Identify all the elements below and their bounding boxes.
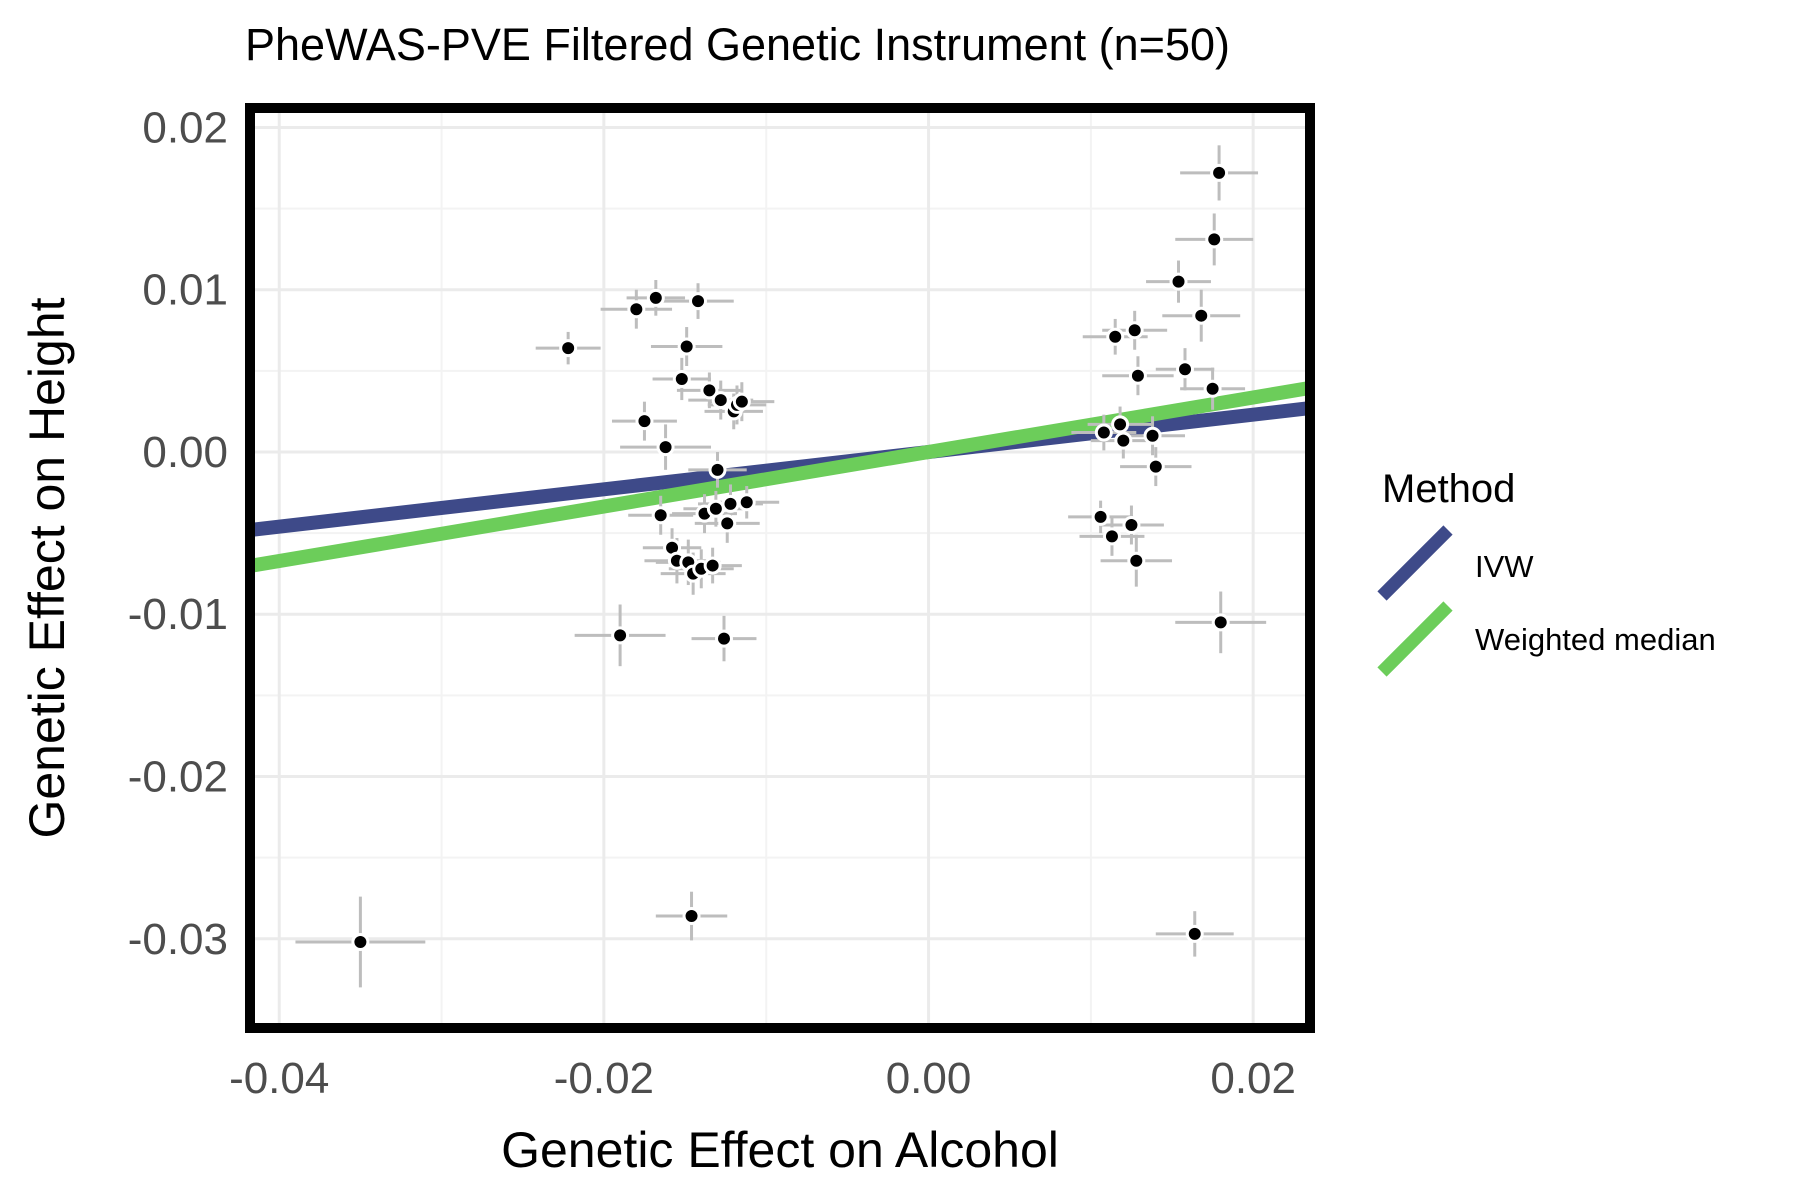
y-axis-title: Genetic Effect on Height — [19, 297, 75, 838]
legend-label-weighted-median: Weighted median — [1475, 622, 1716, 657]
data-point — [677, 337, 696, 356]
legend-label-ivw: IVW — [1475, 549, 1534, 584]
data-point — [682, 907, 701, 926]
x-tick-label: -0.04 — [229, 1054, 329, 1103]
legend-title: Method — [1382, 467, 1515, 511]
x-axis-ticks: -0.04 -0.02 0.00 0.02 — [229, 1054, 1296, 1103]
data-point — [721, 494, 740, 513]
data-point — [1128, 366, 1147, 385]
y-tick-label: -0.02 — [128, 753, 228, 802]
data-point — [1125, 321, 1144, 340]
data-point — [1111, 415, 1130, 434]
data-point — [1185, 924, 1204, 943]
data-points — [295, 145, 1267, 988]
data-point — [1192, 306, 1211, 325]
data-point — [1210, 163, 1229, 182]
data-point — [635, 412, 654, 431]
x-axis-title: Genetic Effect on Alcohol — [501, 1122, 1059, 1178]
data-point — [1106, 327, 1125, 346]
data-point — [700, 381, 719, 400]
legend-key-ivw — [1377, 525, 1453, 601]
ivw-line — [250, 401, 1310, 537]
y-tick-label: 0.01 — [142, 266, 228, 315]
plot-panel-border — [245, 103, 1315, 1033]
data-point — [1094, 423, 1113, 442]
data-point — [737, 493, 756, 512]
regression-lines — [250, 381, 1310, 573]
data-point — [1211, 613, 1230, 632]
data-point — [646, 288, 665, 307]
data-point — [703, 556, 722, 575]
data-point — [714, 629, 733, 648]
data-point — [1176, 360, 1195, 379]
data-point — [1091, 507, 1110, 526]
data-point — [718, 514, 737, 533]
chart-title: PheWAS-PVE Filtered Genetic Instrument (… — [245, 19, 1230, 70]
data-point — [1114, 431, 1133, 450]
data-point — [611, 626, 630, 645]
data-point — [1169, 272, 1188, 291]
y-tick-label: 0.00 — [142, 428, 228, 477]
x-tick-label: -0.02 — [554, 1054, 654, 1103]
data-point — [1146, 457, 1165, 476]
data-point — [351, 933, 370, 952]
plot-grid — [250, 108, 1310, 1028]
data-point — [711, 391, 730, 410]
y-axis-ticks: -0.03 -0.02 -0.01 0.00 0.01 0.02 — [128, 103, 228, 963]
data-point — [1127, 551, 1146, 570]
data-point — [1102, 527, 1121, 546]
data-point — [708, 460, 727, 479]
y-tick-label: 0.02 — [142, 103, 228, 152]
data-point — [732, 392, 751, 411]
data-point — [559, 339, 578, 358]
x-tick-label: 0.00 — [886, 1054, 972, 1103]
data-point — [1143, 426, 1162, 445]
data-point — [627, 300, 646, 319]
data-point — [1122, 516, 1141, 535]
data-point — [651, 506, 670, 525]
data-point — [689, 292, 708, 311]
y-tick-label: -0.03 — [128, 915, 228, 964]
data-point — [1205, 230, 1224, 249]
data-point — [672, 369, 691, 388]
x-tick-label: 0.02 — [1210, 1054, 1296, 1103]
data-point — [706, 499, 725, 518]
legend: Method IVW Weighted median — [1377, 467, 1716, 677]
y-tick-label: -0.01 — [128, 590, 228, 639]
data-point — [656, 438, 675, 457]
legend-key-weighted-median — [1377, 601, 1453, 677]
weighted-median-line — [250, 381, 1310, 573]
data-point — [1203, 379, 1222, 398]
